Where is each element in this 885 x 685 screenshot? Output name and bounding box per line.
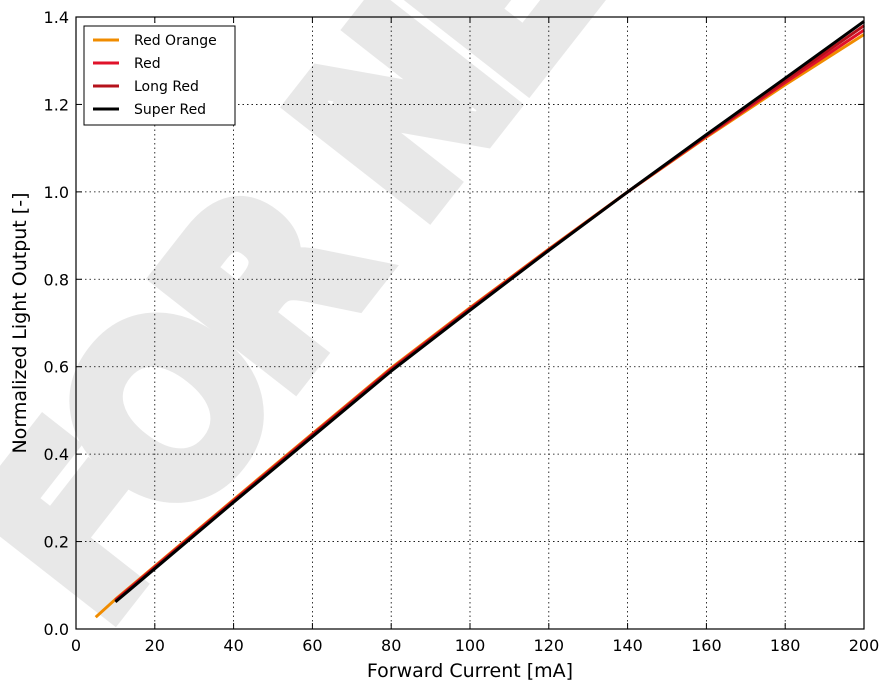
legend: Red Orange Red Long Red Super Red [83, 25, 236, 126]
y-tick-label: 1.2 [44, 95, 69, 114]
y-tick-label: 0.4 [44, 445, 69, 464]
x-tick-label: 0 [71, 636, 81, 655]
x-tick-label: 40 [223, 636, 243, 655]
series-layer [94, 20, 865, 619]
x-tick-label: 100 [455, 636, 486, 655]
x-tick-label: 180 [770, 636, 801, 655]
x-tick-label: 200 [849, 636, 880, 655]
tick-labels: 0 20 40 60 80 100 120 140 160 180 200 0.0 0.2 0.4 0.6 0… [44, 8, 880, 655]
y-tick-label: 0.6 [44, 358, 69, 377]
ticks [75, 16, 865, 630]
y-tick-label: 0.8 [44, 270, 69, 289]
x-tick-label: 120 [534, 636, 565, 655]
y-axis-label: Normalized Light Output [-] [9, 193, 31, 454]
x-tick-label: 160 [691, 636, 722, 655]
y-tick-label: 0.0 [44, 620, 69, 639]
legend-label: Red [134, 56, 161, 72]
x-axis-label: Forward Current [mA] [367, 660, 573, 682]
x-tick-label: 60 [302, 636, 322, 655]
x-tick-label: 140 [612, 636, 643, 655]
y-tick-label: 1.0 [44, 183, 69, 202]
y-tick-label: 0.2 [44, 533, 69, 552]
series-line-3 [114, 20, 865, 604]
x-tick-label: 80 [381, 636, 401, 655]
legend-label: Red Orange [134, 33, 217, 49]
legend-label: Super Red [134, 102, 206, 118]
x-tick-label: 20 [145, 636, 165, 655]
legend-label: Long Red [134, 79, 199, 95]
y-tick-label: 1.4 [44, 8, 69, 27]
